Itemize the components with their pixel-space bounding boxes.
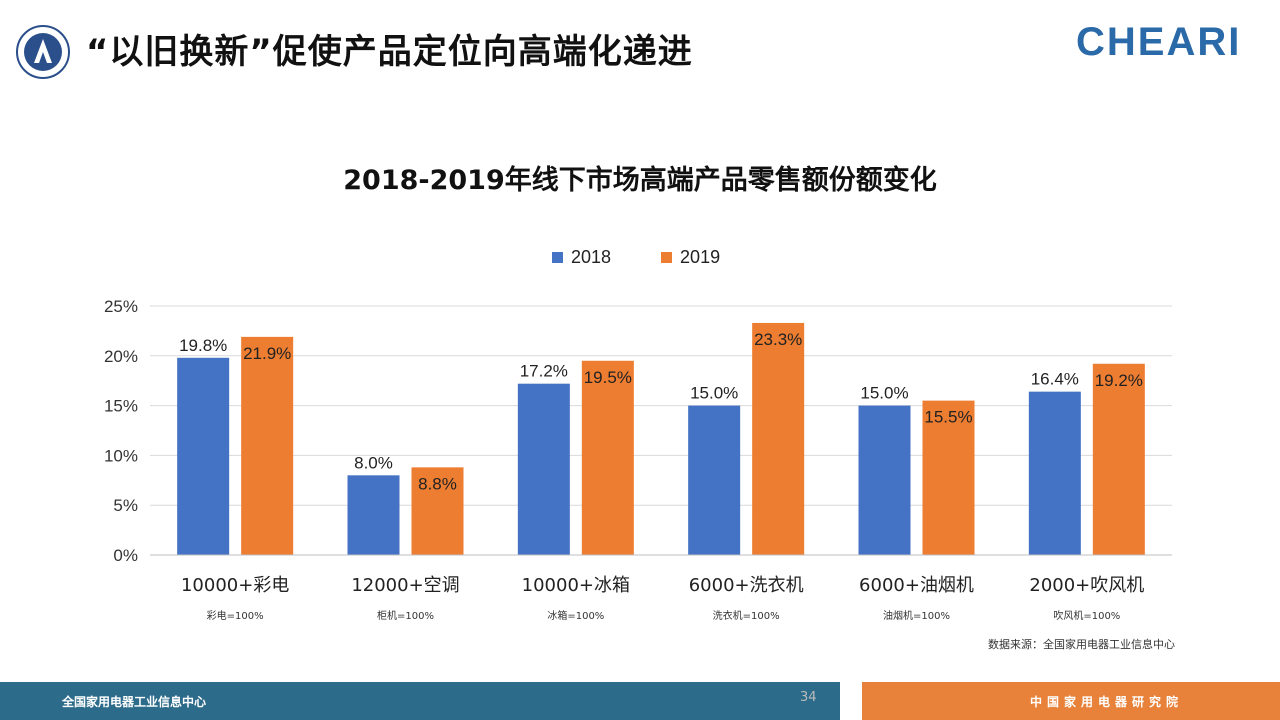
bar-2018 [177, 357, 230, 555]
data-label-2018: 16.4% [1031, 370, 1079, 389]
data-label-2019: 19.2% [1095, 371, 1143, 390]
category-note: 冰箱=100% [547, 611, 605, 622]
data-label-2019: 21.9% [243, 344, 291, 363]
bar-2019 [922, 400, 975, 555]
x-tick-label: 10000+冰箱 [522, 575, 630, 596]
legend-swatch-2018 [552, 252, 563, 263]
category-note: 吹风机=100% [1053, 611, 1121, 622]
data-label-2018: 19.8% [179, 336, 227, 355]
data-label-2019: 23.3% [754, 330, 802, 349]
x-tick-label: 6000+油烟机 [859, 575, 974, 596]
bar-2018 [517, 383, 570, 555]
bar-2019 [241, 336, 294, 555]
chart-legend: 2018 2019 [552, 247, 720, 268]
legend-item-2018: 2018 [552, 247, 611, 268]
page-number: 34 [800, 690, 817, 705]
x-tick-label: 6000+洗衣机 [689, 575, 804, 596]
legend-label-2018: 2018 [571, 247, 612, 267]
data-label-2019: 8.8% [418, 474, 457, 493]
footer-bar-left [0, 682, 840, 720]
bar-2019 [1092, 363, 1145, 555]
bar-chart: 0% 5% 10% 15% 20% 25% 19.8% 21.9% 10000+彩电 8.0% 8.… [104, 297, 1172, 596]
y-tick-label: 10% [104, 446, 138, 465]
y-tick-label: 25% [104, 297, 138, 316]
y-tick-label: 5% [113, 496, 138, 515]
data-label-2019: 19.5% [584, 368, 632, 387]
bar-2018 [1028, 391, 1081, 555]
brand-logo: CHEARI [1076, 20, 1242, 64]
logo-emblem [16, 25, 70, 79]
data-label-2018: 8.0% [354, 453, 393, 472]
category-note: 彩电=100% [206, 611, 264, 622]
legend-swatch-2019 [661, 252, 673, 263]
bar-2018 [347, 475, 400, 555]
legend-label-2019: 2019 [680, 247, 721, 267]
x-tick-label: 2000+吹风机 [1029, 575, 1144, 596]
bar-2018 [858, 405, 911, 555]
bar-2018 [688, 405, 741, 555]
bar-2019 [752, 322, 805, 555]
category-note: 洗衣机=100% [712, 611, 780, 622]
footer-bar-right [862, 682, 1280, 720]
category-note: 油烟机=100% [883, 611, 950, 622]
y-tick-label: 20% [104, 347, 138, 366]
bar-2019 [581, 360, 634, 555]
x-tick-label: 10000+彩电 [181, 575, 289, 596]
bar-2019 [411, 467, 464, 555]
y-tick-label: 15% [104, 397, 138, 416]
x-tick-label: 12000+空调 [351, 575, 459, 596]
data-label-2018: 17.2% [520, 362, 568, 381]
data-label-2018: 15.0% [860, 384, 908, 403]
category-note: 柜机=100% [377, 611, 434, 622]
data-label-2019: 15.5% [924, 408, 972, 427]
y-tick-label: 0% [113, 546, 138, 565]
legend-item-2019: 2019 [661, 247, 720, 268]
page-title: “以旧换新”促使产品定位向高端化递进 [86, 32, 693, 72]
data-source: 数据来源：全国家用电器工业信息中心 [988, 638, 1175, 651]
data-label-2018: 15.0% [690, 384, 738, 403]
footer-org-name: 全国家用电器工业信息中心 [62, 695, 207, 709]
chart-title: 2018-2019年线下市场高端产品零售额份额变化 [343, 165, 937, 196]
footer-institute-name: 中国家用电器研究院 [1030, 695, 1184, 709]
